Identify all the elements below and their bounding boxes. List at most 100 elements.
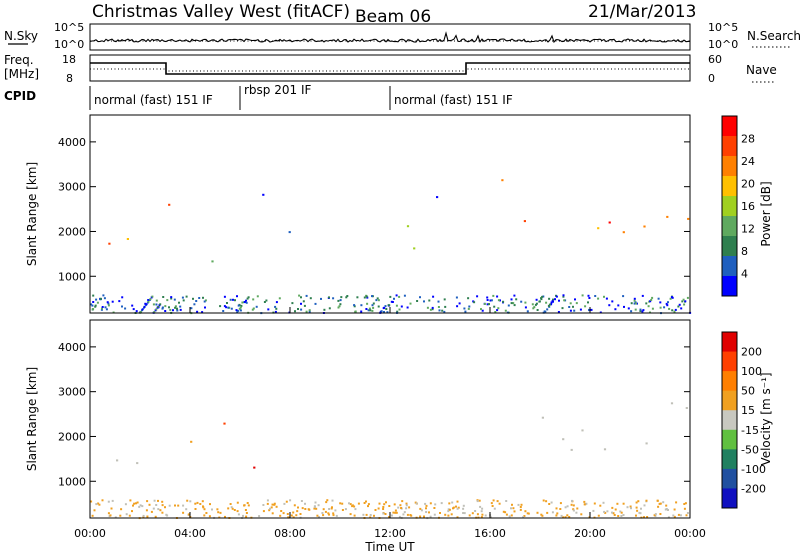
velocity-near-range-cell: [659, 502, 662, 505]
power-near-range-cell: [383, 311, 385, 313]
power-near-range-cell: [173, 298, 176, 301]
power-near-range-cell: [252, 298, 255, 301]
velocity-near-range-cell: [182, 504, 185, 507]
velocity-near-range-cell: [133, 502, 136, 505]
velocity-near-range-cell: [405, 502, 408, 505]
velocity-near-range-cell: [684, 502, 687, 505]
power-near-range-cell: [659, 301, 662, 304]
velocity-near-range-cell: [448, 502, 451, 505]
x-tick-label: 20:00: [574, 527, 606, 540]
power-near-range-cell: [360, 310, 363, 313]
power-cell-5: [262, 193, 265, 196]
velocity-near-range-cell: [354, 508, 357, 511]
velocity-near-range-cell: [406, 513, 409, 516]
velocity-near-range-cell: [474, 510, 477, 512]
velocity-near-range-cell: [456, 507, 459, 510]
velocity-near-range-cell: [341, 502, 344, 505]
velocity-near-range-cell: [211, 508, 213, 511]
velocity-near-range-cell: [402, 513, 405, 516]
power-near-range-cell: [131, 304, 134, 307]
power-near-range-cell: [182, 299, 185, 302]
power-near-range-cell: [630, 310, 633, 313]
velocity-near-range-cell: [318, 516, 320, 519]
colorbar-tick: 12: [741, 223, 755, 236]
power-near-range-cell: [95, 298, 98, 301]
velocity-near-range-cell: [141, 505, 144, 508]
power-near-range-cell: [144, 302, 147, 305]
noise-left-tick-bottom: 10^0: [54, 38, 84, 51]
power-near-range-cell: [132, 308, 135, 311]
y-tick-label: 1000: [58, 270, 86, 283]
power-near-range-cell: [328, 296, 330, 299]
power-near-range-cell: [594, 295, 597, 297]
velocity-near-range-cell: [292, 511, 295, 514]
velocity-near-range-cell: [630, 507, 632, 510]
power-near-range-cell: [226, 302, 228, 304]
velocity-near-range-cell: [262, 504, 265, 506]
date-label: 21/Mar/2013: [588, 2, 696, 22]
velocity-near-range-cell: [667, 516, 670, 519]
velocity-near-range-cell: [646, 516, 649, 518]
velocity-near-range-cell: [341, 509, 344, 511]
power-near-range-cell: [162, 296, 165, 298]
velocity-near-range-cell: [433, 513, 436, 516]
colorbar-frame: [721, 115, 738, 297]
power-near-range-cell: [245, 299, 247, 302]
velocity-near-range-cell: [138, 505, 141, 508]
power-near-range-cell: [263, 301, 266, 303]
velocity-near-range-cell: [448, 508, 451, 511]
velocity-near-range-cell: [159, 509, 162, 512]
power-near-range-cell: [682, 298, 685, 301]
power-near-range-cell: [395, 304, 398, 307]
power-near-range-cell: [91, 304, 94, 307]
power-near-range-cell: [198, 297, 201, 299]
velocity-near-range-cell: [317, 504, 320, 507]
power-near-range-cell: [377, 299, 380, 302]
velocity-near-range-cell: [597, 514, 600, 517]
power-near-range-cell: [611, 300, 614, 303]
velocity-near-range-cell: [429, 515, 432, 518]
velocity-near-range-cell: [566, 505, 569, 508]
power-near-range-cell: [244, 301, 246, 303]
velocity-near-range-cell: [244, 509, 247, 511]
power-near-range-cell: [236, 311, 239, 314]
velocity-near-range-cell: [392, 511, 395, 514]
velocity-near-range-cell: [385, 501, 387, 504]
velocity-near-range-cell: [335, 514, 338, 517]
power-near-range-cell: [531, 303, 534, 306]
velocity-near-range-cell: [353, 505, 356, 508]
velocity-near-range-cell: [548, 503, 551, 505]
power-near-range-cell: [587, 301, 589, 304]
velocity-near-range-cell: [484, 514, 487, 517]
velocity-cell-5: [645, 442, 648, 445]
power-near-range-cell: [468, 305, 471, 308]
power-near-range-cell: [647, 305, 650, 308]
velocity-near-range-cell: [382, 512, 385, 515]
power-near-range-cell: [360, 304, 363, 307]
power-near-range-cell: [403, 294, 406, 297]
velocity-near-range-cell: [289, 499, 292, 502]
power-near-range-cell: [568, 306, 571, 308]
power-near-range-cell: [155, 299, 158, 302]
velocity-near-range-cell: [273, 503, 276, 506]
velocity-near-range-cell: [490, 516, 492, 519]
velocity-near-range-cell: [393, 503, 396, 506]
power-near-range-cell: [227, 306, 230, 309]
power-near-range-cell: [308, 310, 311, 313]
power-near-range-cell: [389, 295, 392, 298]
velocity-near-range-cell: [571, 499, 573, 502]
power-near-range-cell: [463, 307, 466, 310]
velocity-near-range-cell: [390, 514, 393, 517]
velocity-near-range-cell: [245, 512, 248, 514]
velocity-near-range-cell: [576, 507, 579, 510]
colorbar-tick: -200: [741, 482, 766, 495]
velocity-near-range-cell: [481, 513, 484, 516]
velocity-near-range-cell: [468, 514, 471, 517]
power-near-range-cell: [681, 300, 684, 303]
power-near-range-cell: [563, 299, 566, 302]
power-near-range-cell: [155, 303, 158, 306]
velocity-near-range-cell: [367, 505, 369, 508]
colorbar-frame: [721, 331, 738, 509]
power-near-range-cell: [550, 303, 553, 306]
power-near-range-cell: [161, 307, 164, 310]
